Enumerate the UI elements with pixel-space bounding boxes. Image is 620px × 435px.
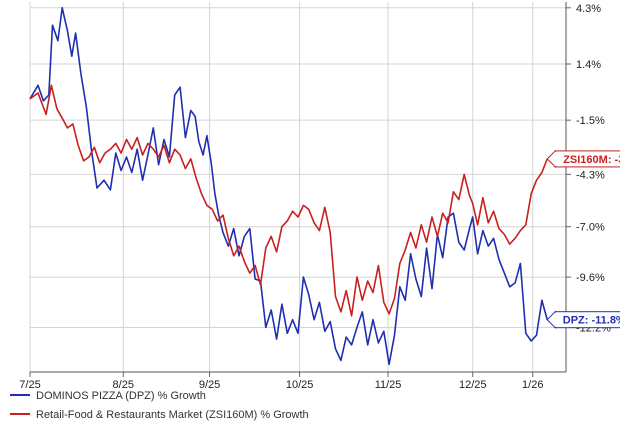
callout-label: DPZ: -11.8% [563, 315, 620, 327]
callout-label: ZSI160M: -3.5% [563, 154, 620, 166]
x-tick-label: 9/25 [199, 379, 220, 391]
series-layer [29, 7, 548, 366]
callout-dpz: DPZ: -11.8% [546, 310, 620, 329]
x-tick-label: 10/25 [286, 379, 314, 391]
axis-layer: 4.3%1.4%-1.5%-4.3%-7.0%-9.6%-12.2%7/25 8/… [19, 2, 611, 391]
legend: DOMINOS PIZZA (DPZ) % Growth Retail-Food … [10, 390, 309, 421]
y-tick-label: 1.4% [576, 59, 601, 71]
x-tick-label: 12/25 [459, 379, 487, 391]
x-tick-label: 8/25 [113, 379, 134, 391]
y-tick-label: 4.3% [576, 3, 601, 15]
series-line-dpz [29, 7, 548, 366]
callout-layer: DPZ: -11.8% ZSI160M: -3.5% [546, 149, 620, 329]
legend-label-dpz: DOMINOS PIZZA (DPZ) % Growth [36, 390, 206, 402]
x-tick-label: 11/25 [375, 379, 402, 391]
callout-zsi160m: ZSI160M: -3.5% [546, 149, 620, 169]
y-tick-label: -1.5% [576, 115, 605, 127]
x-tick-label: 1/26 [522, 379, 543, 391]
x-tick-label: 7/25 [19, 379, 40, 391]
y-tick-label: -4.3% [576, 169, 605, 181]
legend-label-zsi160m: Retail-Food & Restaurants Market (ZSI160… [36, 409, 309, 421]
y-tick-label: -7.0% [576, 222, 605, 234]
series-line-zsi160m [29, 84, 548, 317]
y-tick-label: -9.6% [576, 272, 605, 284]
